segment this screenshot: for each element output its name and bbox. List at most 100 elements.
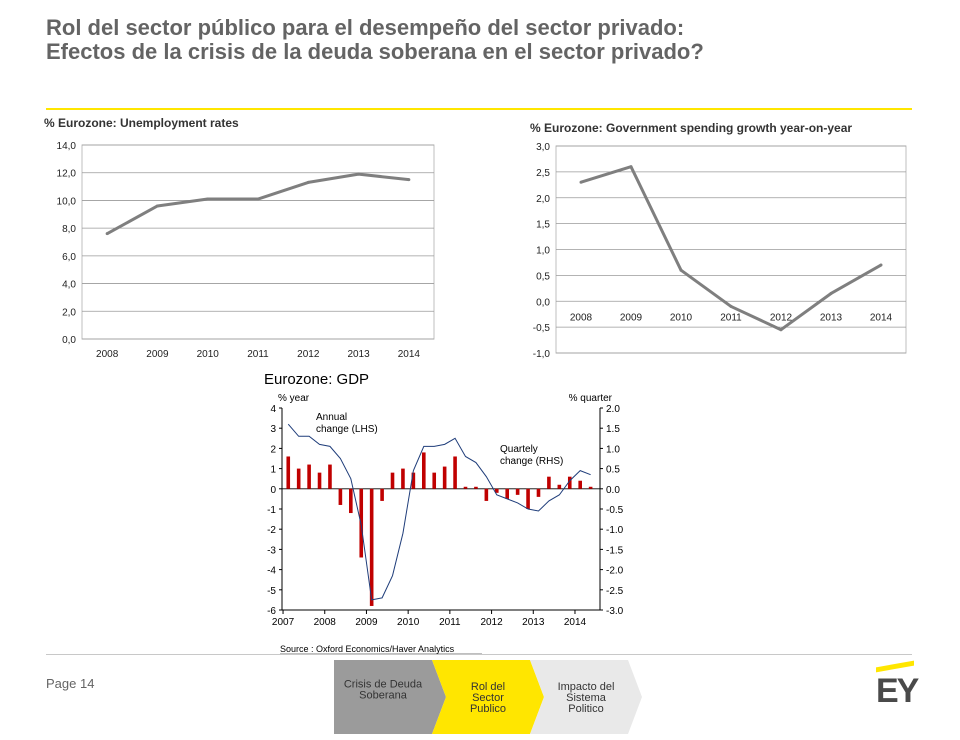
y-tick-label: 12,0 [57,169,77,180]
y-tick-label: 1,0 [536,246,550,257]
y-tick-label: 8,0 [62,224,76,235]
slide-title: Rol del sector público para el desempeño… [46,16,926,64]
gdp-chart-title: Eurozone: GDP [264,371,369,388]
y-tick-label: 0,0 [62,335,76,346]
left-tick-label: 4 [270,404,276,415]
data-point [155,204,159,208]
gdp-bar [390,472,395,489]
spending-chart: -1,0 -0,5 0,0 0,5 1,0 1,5 2,0 2,5 3,0 2008 2009 201… [533,142,907,360]
data-point [357,172,361,176]
nav-step-label: Publico [470,703,506,715]
title-divider [46,108,912,110]
y-tick-label: 6,0 [62,252,76,263]
gdp-bar [411,472,416,489]
slide-title-line-2: Efectos de la crisis de la deuda soberan… [46,39,704,64]
right-tick-label: -2.5 [606,586,624,597]
x-tick-label: 2013 [522,617,545,628]
page-number: Page 14 [46,676,95,691]
gdp-annual-line [287,423,591,601]
data-point [206,197,210,201]
right-tick-label: -0.5 [606,505,624,516]
x-tick-label: 2008 [314,617,337,628]
right-tick-label: 2.0 [606,404,620,415]
data-point [306,180,310,184]
x-tick-label: 2009 [355,617,378,628]
unemployment-chart: 0,0 2,0 4,0 6,0 8,0 10,0 12,0 14,0 2008 2009 2010 2… [57,141,435,360]
gdp-bar [484,488,489,501]
gdp-bar [547,476,551,489]
data-point [629,165,633,169]
series-line [106,172,410,235]
annotation-quarterly-1: Quartely [500,444,538,455]
y-tick-label: 2,0 [536,194,550,205]
y-tick-label: 14,0 [57,141,77,152]
data-point [105,232,109,236]
nav-step-shape [530,660,642,734]
left-tick-label: -1 [267,505,276,516]
nav-step-label: Rol del [471,681,505,693]
left-tick-label: 2 [270,444,276,455]
data-point [879,263,883,267]
ey-logo: EY [876,672,919,710]
gdp-bar [338,488,343,505]
right-tick-label: -2.0 [606,566,624,577]
gdp-bar [317,472,322,489]
data-point [829,291,833,295]
gdp-bar [526,488,530,509]
left-tick-label: -4 [267,566,276,577]
x-tick-label: 2010 [197,349,220,360]
gdp-bar [369,488,374,606]
left-axis-label: % year [278,393,310,404]
y-tick-label: 3,0 [536,142,550,153]
data-point [579,180,583,184]
x-tick-label: 2008 [96,349,119,360]
left-tick-label: -6 [267,606,276,617]
y-tick-label: -0,5 [533,323,551,334]
gdp-bar [557,484,562,489]
left-tick-label: -2 [267,525,276,536]
left-tick-label: -5 [267,586,276,597]
x-tick-label: 2010 [670,312,693,323]
gdp-bar [401,468,405,489]
nav-step-shape [334,660,446,734]
x-tick-label: 2009 [146,349,169,360]
x-tick-label: 2014 [870,312,893,323]
gdp-bar [296,468,301,489]
gdp-bar [536,488,541,497]
right-tick-label: 0.5 [606,465,620,476]
gdp-bar [505,488,510,499]
data-point [779,328,783,332]
right-tick-label: -1.5 [606,545,624,556]
data-point [407,178,411,182]
x-tick-label: 2008 [570,312,593,323]
annotation-annual-2: change (LHS) [316,424,378,435]
x-tick-label: 2013 [820,312,843,323]
gdp-bar [380,488,384,501]
y-tick-label: 1,5 [536,220,550,231]
y-tick-label: 2,5 [536,168,550,179]
gdp-bar [286,456,291,489]
nav-step-shape [432,660,544,734]
x-tick-label: 2007 [272,617,295,628]
plot-area [81,144,435,340]
gdp-bar [328,464,332,489]
data-point [729,304,733,308]
ey-logo-bar [876,660,914,673]
x-tick-label: 2011 [439,617,461,628]
unemployment-chart-title: % Eurozone: Unemployment rates [44,116,239,130]
gdp-chart: Eurozone: GDP % year % quarter -6 -5 -4 -3 -2 -1… [264,371,624,655]
gdp-bar [494,488,499,493]
nav-step-label: Crisis de Deuda [344,679,423,691]
nav-step-label: Soberana [359,690,408,702]
right-tick-label: 1.5 [606,424,620,435]
gdp-bar [463,486,468,489]
gdp-bar [421,452,426,489]
spending-chart-title: % Eurozone: Government spending growth y… [530,121,853,135]
x-tick-label: 2014 [564,617,587,628]
right-axis-label: % quarter [569,393,613,404]
chart-source: Source : Oxford Economics/Haver Analytic… [280,644,455,654]
gdp-bar [578,480,582,489]
y-tick-label: 4,0 [62,280,76,291]
y-tick-label: -1,0 [533,349,551,360]
